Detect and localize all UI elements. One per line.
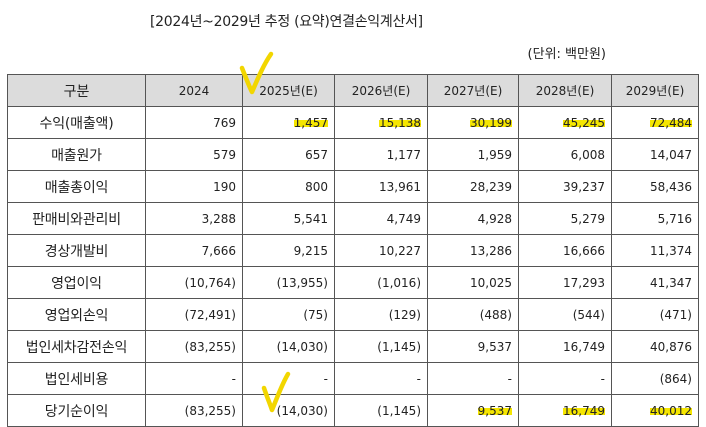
table-cell: 10,227 xyxy=(334,234,428,267)
table-cell: 769 xyxy=(145,106,243,139)
table-cell: (1,145) xyxy=(334,330,428,363)
table-row: 당기순이익 (83,255) (14,030) (1,145) 9,537 16… xyxy=(7,394,699,427)
table-cell: 14,047 xyxy=(611,138,699,171)
table-cell: 800 xyxy=(242,170,335,203)
highlighted-cell: 16,749 xyxy=(563,403,605,418)
table-cell: 579 xyxy=(145,138,243,171)
row-label: 매출원가 xyxy=(7,138,146,171)
table-header-row: 구분 2024 2025년(E) 2026년(E) 2027년(E) 2028년… xyxy=(7,74,699,107)
table-cell: 7,666 xyxy=(145,234,243,267)
row-label: 법인세비용 xyxy=(7,362,146,395)
header-2026: 2026년(E) xyxy=(334,74,428,107)
table-cell: 5,279 xyxy=(518,202,612,235)
highlighted-cell: 15,138 xyxy=(379,115,421,130)
table-cell: (14,030) xyxy=(242,330,335,363)
table-cell: 5,541 xyxy=(242,202,335,235)
row-label: 매출총이익 xyxy=(7,170,146,203)
table-cell: (14,030) xyxy=(242,394,335,427)
table-row: 매출원가 579 657 1,177 1,959 6,008 14,047 xyxy=(7,138,699,171)
header-2028: 2028년(E) xyxy=(518,74,612,107)
table-cell: 11,374 xyxy=(611,234,699,267)
table-cell: 4,928 xyxy=(427,202,519,235)
header-2027: 2027년(E) xyxy=(427,74,519,107)
header-2025: 2025년(E) xyxy=(242,74,335,107)
table-cell: (72,491) xyxy=(145,298,243,331)
highlighted-cell: 40,012 xyxy=(650,403,692,418)
row-label: 판매비와관리비 xyxy=(7,202,146,235)
row-label: 수익(매출액) xyxy=(7,106,146,139)
table-row: 영업이익 (10,764) (13,955) (1,016) 10,025 17… xyxy=(7,266,699,299)
table-cell: 13,961 xyxy=(334,170,428,203)
table-cell: 16,749 xyxy=(518,330,612,363)
table-cell: - xyxy=(518,362,612,395)
table-cell: 4,749 xyxy=(334,202,428,235)
table-cell: (544) xyxy=(518,298,612,331)
table-cell: (864) xyxy=(611,362,699,395)
table-cell: (83,255) xyxy=(145,330,243,363)
table-cell: 10,025 xyxy=(427,266,519,299)
table-cell: 40,876 xyxy=(611,330,699,363)
row-label: 영업외손익 xyxy=(7,298,146,331)
table-cell: 657 xyxy=(242,138,335,171)
highlighted-cell: 30,199 xyxy=(470,115,512,130)
table-cell: 5,716 xyxy=(611,202,699,235)
table-cell: 39,237 xyxy=(518,170,612,203)
header-category: 구분 xyxy=(7,74,146,107)
table-cell: 9,215 xyxy=(242,234,335,267)
table-cell: (471) xyxy=(611,298,699,331)
table-row: 매출총이익 190 800 13,961 28,239 39,237 58,43… xyxy=(7,170,699,203)
table-row: 판매비와관리비 3,288 5,541 4,749 4,928 5,279 5,… xyxy=(7,202,699,235)
highlighted-cell: 9,537 xyxy=(477,403,512,418)
table-cell: 9,537 xyxy=(427,330,519,363)
table-cell: (10,764) xyxy=(145,266,243,299)
table-cell: - xyxy=(427,362,519,395)
table-cell: - xyxy=(334,362,428,395)
header-2029: 2029년(E) xyxy=(611,74,699,107)
table-cell: 1,959 xyxy=(427,138,519,171)
table-row: 법인세차감전손익 (83,255) (14,030) (1,145) 9,537… xyxy=(7,330,699,363)
unit-label: (단위: 백만원) xyxy=(527,47,606,62)
table-cell: (13,955) xyxy=(242,266,335,299)
table-cell: (83,255) xyxy=(145,394,243,427)
table-row: 법인세비용 - - - - - (864) xyxy=(7,362,699,395)
table-cell: 41,347 xyxy=(611,266,699,299)
document-title: [2024년~2029년 추정 (요약)연결손익계산서] xyxy=(150,14,423,30)
table-row: 영업외손익 (72,491) (75) (129) (488) (544) (4… xyxy=(7,298,699,331)
table-cell: (1,016) xyxy=(334,266,428,299)
table-cell: 28,239 xyxy=(427,170,519,203)
row-label: 법인세차감전손익 xyxy=(7,330,146,363)
table-cell: 6,008 xyxy=(518,138,612,171)
row-label: 영업이익 xyxy=(7,266,146,299)
row-label: 경상개발비 xyxy=(7,234,146,267)
table-cell: 190 xyxy=(145,170,243,203)
highlighted-cell: 45,245 xyxy=(563,115,605,130)
table-cell: (488) xyxy=(427,298,519,331)
income-statement-table: 구분 2024 2025년(E) 2026년(E) 2027년(E) 2028년… xyxy=(7,74,699,427)
table-cell: - xyxy=(242,362,335,395)
table-cell: 3,288 xyxy=(145,202,243,235)
header-2024: 2024 xyxy=(145,74,243,107)
table-cell: (75) xyxy=(242,298,335,331)
table-row: 경상개발비 7,666 9,215 10,227 13,286 16,666 1… xyxy=(7,234,699,267)
table-cell: 1,177 xyxy=(334,138,428,171)
table-cell: 58,436 xyxy=(611,170,699,203)
row-label: 당기순이익 xyxy=(7,394,146,427)
highlighted-cell: 1,457 xyxy=(293,115,328,130)
table-cell: (129) xyxy=(334,298,428,331)
highlighted-cell: 72,484 xyxy=(650,115,692,130)
table-cell: - xyxy=(145,362,243,395)
table-cell: 13,286 xyxy=(427,234,519,267)
table-cell: (1,145) xyxy=(334,394,428,427)
table-row: 수익(매출액) 769 1,457 15,138 30,199 45,245 7… xyxy=(7,106,699,139)
table-cell: 17,293 xyxy=(518,266,612,299)
table-cell: 16,666 xyxy=(518,234,612,267)
